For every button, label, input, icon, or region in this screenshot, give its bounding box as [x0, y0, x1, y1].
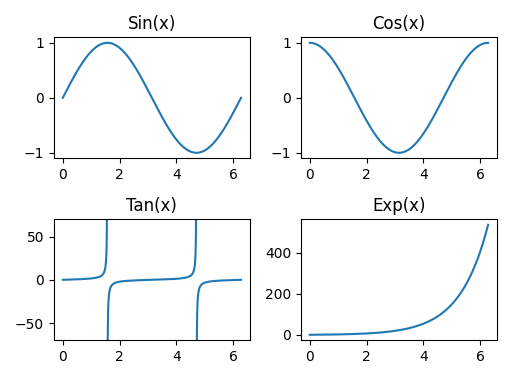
Title: Sin(x): Sin(x)	[127, 15, 176, 33]
Title: Exp(x): Exp(x)	[372, 197, 425, 215]
Title: Cos(x): Cos(x)	[372, 15, 425, 33]
Title: Tan(x): Tan(x)	[126, 197, 177, 215]
